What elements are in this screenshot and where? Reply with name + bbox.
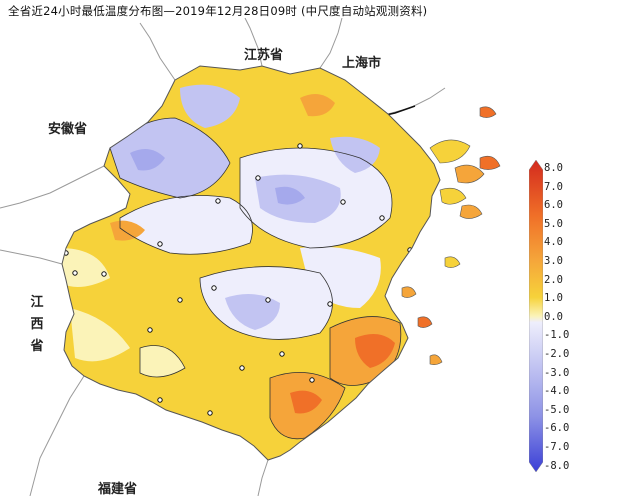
scale-tick-label: 2.0 <box>544 273 563 286</box>
light-yellow-zones <box>62 248 185 377</box>
scale-tick-label: 3.0 <box>544 255 563 267</box>
scale-tick-label: 1.0 <box>544 292 563 305</box>
cold-spots <box>130 149 305 205</box>
scale-tick-label: -3.0 <box>544 366 570 379</box>
scale-tick-label: -2.0 <box>544 348 570 360</box>
scale-tick-label: -5.0 <box>544 403 570 416</box>
islands <box>401 106 501 365</box>
province-fill <box>62 66 440 460</box>
scale-tick-label: 5.0 <box>544 217 563 230</box>
scale-tick-label: -8.0 <box>544 459 570 472</box>
region-label-jiangxi: 江 西 省 <box>30 292 44 358</box>
contour-lines <box>109 117 402 440</box>
scale-tick-label: -4.0 <box>544 385 570 398</box>
station-markers <box>63 143 413 416</box>
jiangxi-char-1: 江 <box>30 295 44 310</box>
color-scale-bar <box>529 160 543 472</box>
scale-tick-label: -6.0 <box>544 422 570 435</box>
scale-tick-label: -7.0 <box>544 441 570 453</box>
scale-tick-label: -1.0 <box>544 329 570 342</box>
jiangxi-char-2: 西 <box>30 317 44 332</box>
region-label-anhui: 安徽省 <box>48 122 88 137</box>
scale-tick-label: 7.0 <box>544 180 563 193</box>
scale-tick-label: 0.0 <box>544 310 563 323</box>
scale-tick-label: 8.0 <box>544 162 563 174</box>
cold-zones <box>110 84 380 330</box>
province-borders <box>0 18 446 496</box>
region-label-jiangsu: 江苏省 <box>244 48 284 63</box>
map-title: 全省近24小时最低温度分布图—2019年12月28日09时 (中尺度自动站观测资… <box>8 4 428 18</box>
jiangxi-char-3: 省 <box>30 339 44 354</box>
region-label-shanghai: 上海市 <box>342 56 382 71</box>
temperature-map <box>0 18 501 496</box>
region-label-fujian: 福建省 <box>98 482 138 497</box>
scale-tick-label: 4.0 <box>544 236 563 249</box>
hot-zones <box>290 334 395 414</box>
scale-tick-label: 6.0 <box>544 199 563 212</box>
